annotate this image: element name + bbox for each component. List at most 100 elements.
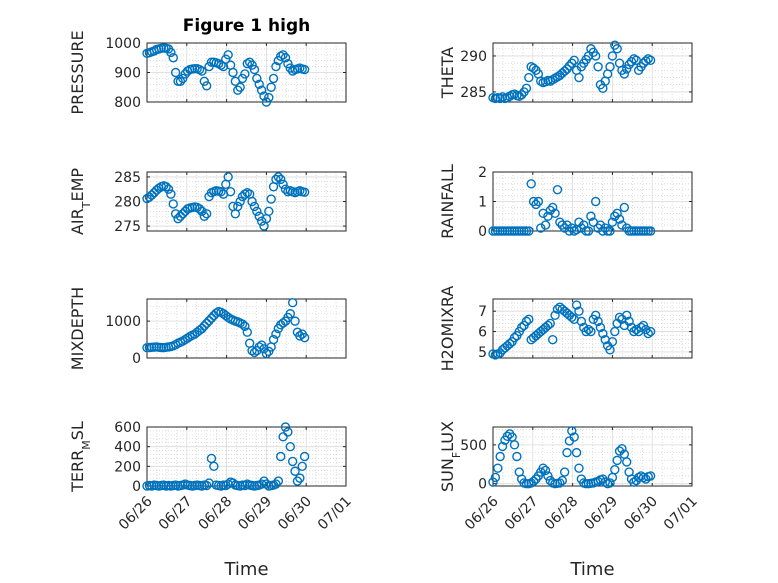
data-point (610, 211, 620, 221)
data-point (223, 479, 233, 489)
data-point (495, 451, 505, 462)
data-point (629, 326, 639, 337)
data-point (528, 63, 539, 73)
data-point (276, 451, 286, 462)
data-point (497, 441, 508, 452)
data-point (528, 476, 539, 487)
data-point (247, 60, 257, 70)
data-point (643, 328, 653, 339)
data-point (550, 310, 560, 320)
data-point (223, 50, 233, 60)
data-point (194, 64, 205, 75)
x-axis-label: Time (223, 559, 268, 580)
y-tick-label: 500 (460, 438, 487, 454)
x-tick-label: 06/29 (235, 493, 275, 533)
data-point (636, 322, 646, 333)
x-tick-label: 06/28 (196, 493, 236, 533)
data-point (201, 318, 212, 329)
data-point (249, 347, 260, 358)
data-point (254, 79, 264, 90)
data-point (256, 85, 267, 95)
data-point (244, 57, 255, 67)
data-point (605, 62, 615, 72)
y-tick-label: 0 (132, 479, 141, 495)
data-point (645, 326, 656, 337)
data-point (540, 220, 551, 230)
data-point (178, 73, 188, 84)
data-point (545, 318, 556, 329)
data-point (555, 478, 565, 488)
x-tick-label: 06/26 (116, 493, 156, 533)
data-point (548, 334, 558, 345)
data-point (235, 82, 245, 92)
plot-area (492, 426, 693, 487)
data-point (221, 54, 231, 64)
data-point (624, 316, 634, 327)
y-tick-label: 0 (132, 351, 141, 367)
x-tick-label: 06/26 (462, 493, 502, 533)
data-point (564, 61, 575, 71)
data-point (233, 85, 243, 95)
data-point (612, 44, 622, 54)
y-tick-label: 275 (114, 219, 141, 235)
y-axis-label-part: EMP (68, 168, 87, 202)
data-point (240, 189, 250, 199)
data-point (280, 422, 291, 432)
data-point (569, 55, 579, 65)
subplot-h2omixra: 5 6 7 H2OMIXRA (438, 286, 693, 371)
y-axis-label-part: THETA (438, 47, 457, 99)
data-point (607, 337, 618, 347)
data-point (512, 451, 522, 462)
data-point (543, 471, 553, 481)
y-axis-label-part: AIR (68, 208, 87, 235)
x-tick-label: 07/01 (315, 493, 355, 533)
x-tick-label: 06/29 (581, 493, 621, 533)
data-point (197, 66, 207, 76)
data-point (178, 336, 188, 346)
y-axis-label-part: T (80, 201, 93, 209)
data-point (562, 447, 572, 458)
y-axis-label: PRESSURE (68, 30, 87, 114)
data-point (252, 206, 262, 217)
subplot-sun-flux: 0 500 06/26 06/27 06/28 06/29 06/30 07/01 Time SU… (438, 421, 701, 580)
y-axis-label: MIXDEPTH (68, 287, 87, 370)
data-point (273, 172, 284, 182)
data-point (170, 340, 181, 350)
data-point (567, 312, 577, 323)
y-axis-label: AIRTEMP (68, 168, 93, 235)
y-axis-label-part: TERR (68, 450, 87, 493)
y-axis-label: THETA (438, 47, 457, 99)
data-point (209, 461, 219, 472)
data-point (278, 318, 288, 328)
data-point (600, 223, 610, 233)
data-point (619, 69, 630, 79)
data-point (285, 63, 295, 73)
data-point (636, 471, 646, 481)
data-point (178, 209, 188, 219)
axis-frame (492, 42, 693, 103)
data-point (586, 326, 596, 337)
data-point (610, 464, 620, 475)
data-point (240, 480, 250, 491)
subplot-air-temp: 275 280 285 AIRTEMP (68, 168, 347, 235)
data-point (163, 184, 174, 194)
x-tick-label: 06/28 (542, 493, 582, 533)
y-tick-label: 200 (114, 459, 141, 475)
data-point (559, 467, 570, 477)
subplot-terr-msl: 0 200 400 600 06/26 06/27 06/28 06/29 06/30 07/01… (68, 420, 355, 580)
data-point (299, 333, 310, 343)
data-point (261, 348, 272, 359)
data-point (595, 220, 606, 230)
data-point (295, 331, 305, 341)
y-tick-label: 1000 (105, 314, 141, 330)
data-point (247, 345, 257, 356)
data-point (278, 50, 288, 60)
y-tick-label: 1000 (105, 36, 141, 52)
data-point (216, 60, 226, 70)
y-axis-label-part: F (450, 452, 463, 458)
data-point (180, 334, 190, 345)
data-point (216, 186, 226, 197)
y-tick-label: 6 (478, 325, 487, 341)
data-point (213, 58, 224, 69)
